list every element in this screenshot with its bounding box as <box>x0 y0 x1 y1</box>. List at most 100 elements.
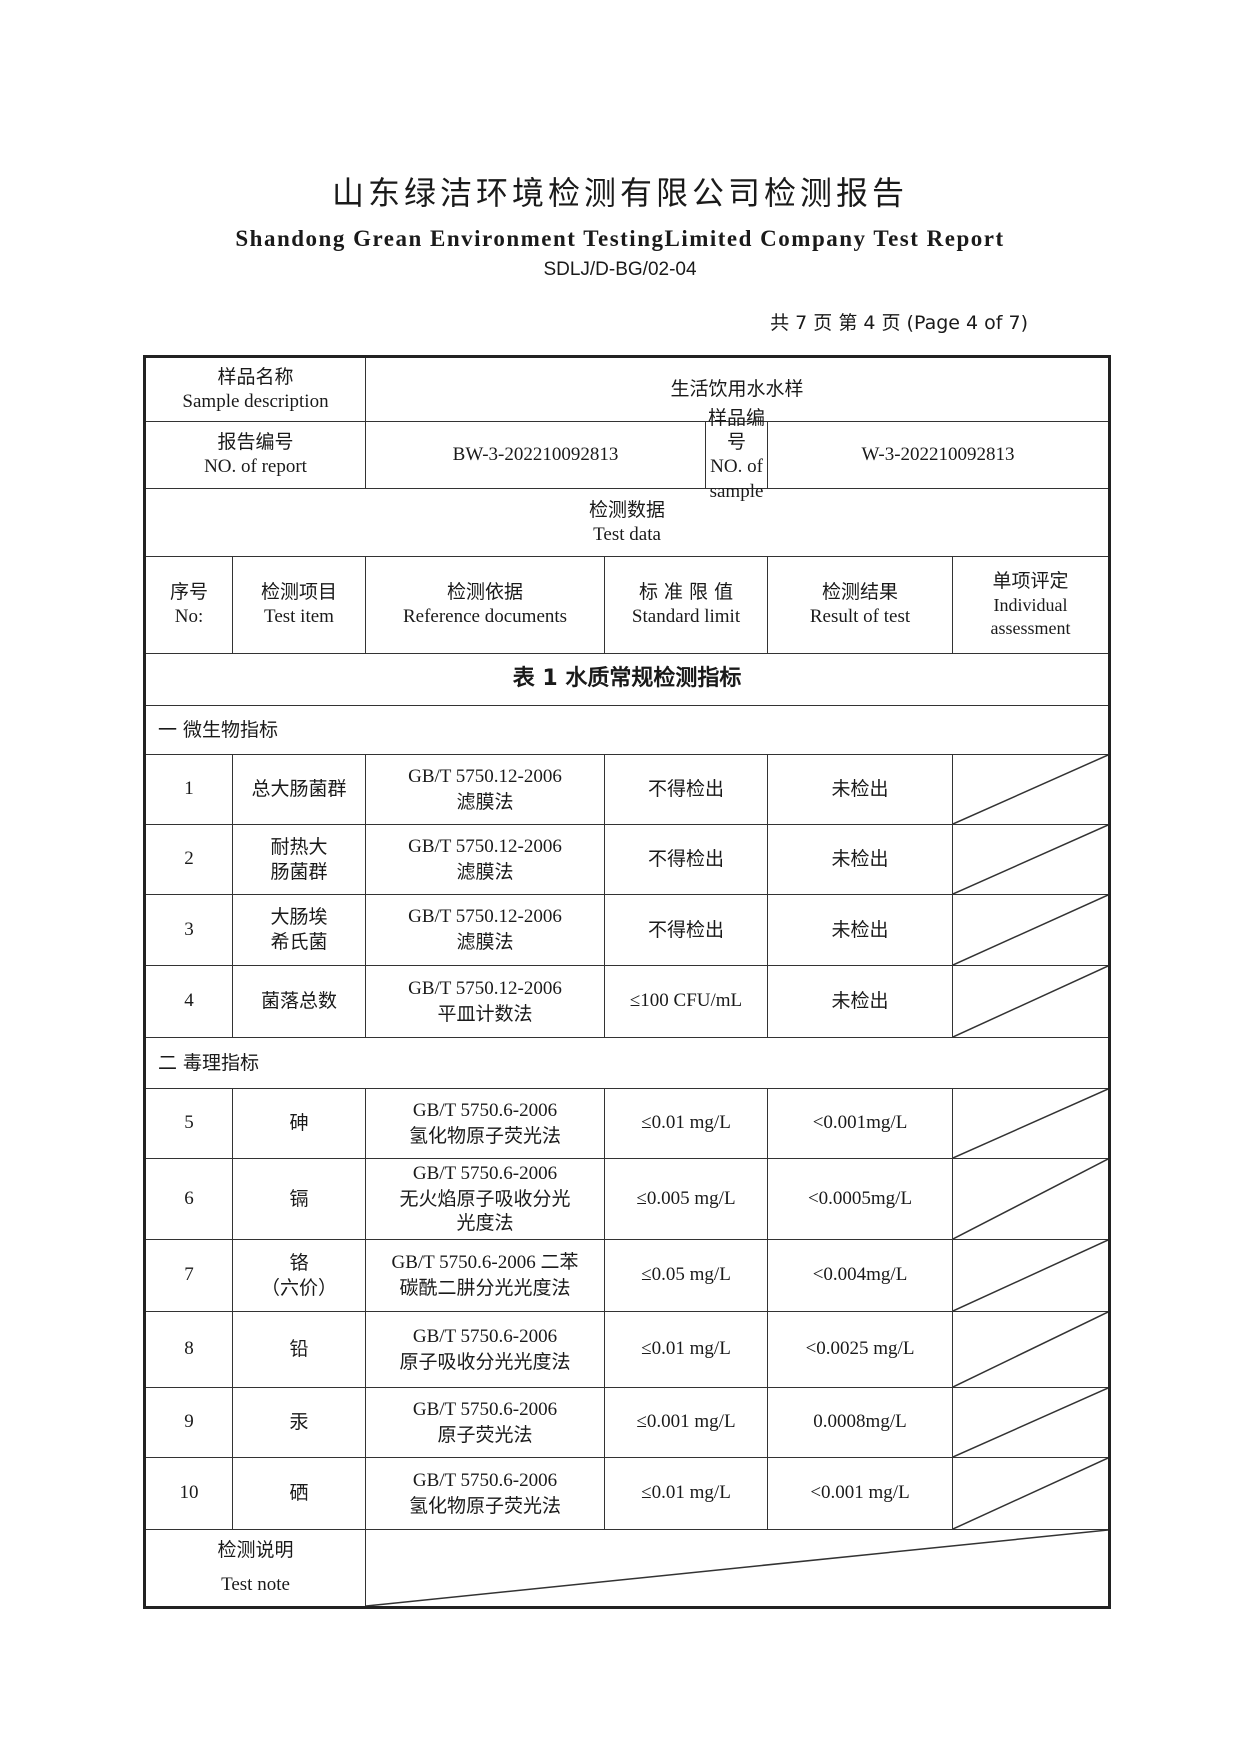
column-header-0: 序号 No: <box>144 556 233 654</box>
column-header-1: 检测项目 Test item <box>231 556 367 654</box>
report-number-row: 报告编号 NO. of report BW-3-202210092813 样品编号… <box>143 407 1111 502</box>
reference-line: 平皿计数法 <box>437 1002 533 1025</box>
reference-line: 氢化物原子荧光法 <box>409 1494 562 1517</box>
test-item: 汞 <box>231 1387 367 1458</box>
table-row: 9 汞 GB/T 5750.6-2006 原子荧光法 ≤0.001 mg/L 0.0008… <box>144 1387 1111 1458</box>
reference-line: GB/T 5750.6-2006 <box>412 1398 558 1420</box>
reference-document: GB/T 5750.6-2006 氢化物原子荧光法 <box>365 1088 606 1159</box>
diagonal-slash <box>366 1530 1108 1606</box>
table-row: 8 铅 GB/T 5750.6-2006 原子吸收分光光度法 ≤0.01 mg/L <0.… <box>144 1311 1111 1388</box>
test-item-line: 肠菌群 <box>270 860 328 883</box>
reference-line: GB/T 5750.6-2006 <box>412 1325 558 1347</box>
label-zh: 报告编号 <box>217 431 294 454</box>
column-header-en: Standard limit <box>631 606 741 627</box>
sample-number-value: W-3-202210092813 <box>767 421 1111 489</box>
column-header-zh: 检测依据 <box>447 581 524 604</box>
individual-assessment <box>952 1239 1111 1312</box>
diagonal-slash <box>953 1240 1108 1311</box>
standard-limit: ≤0.01 mg/L <box>604 1088 769 1159</box>
table-row: 10 硒 GB/T 5750.6-2006 氢化物原子荧光法 ≤0.01 mg/L <0.… <box>144 1457 1111 1530</box>
reference-document: GB/T 5750.12-2006 滤膜法 <box>365 894 606 966</box>
test-item: 总大肠菌群 <box>231 754 367 825</box>
test-note-label: 检测说明 Test note <box>143 1529 367 1608</box>
reference-line: GB/T 5750.12-2006 <box>408 835 562 857</box>
label-en: NO. of report <box>204 456 307 477</box>
test-item: 砷 <box>231 1088 367 1159</box>
standard-limit: 不得检出 <box>604 894 769 966</box>
test-item-line: 铅 <box>289 1338 309 1361</box>
section-row: 二 毒理指标 <box>143 1037 1111 1089</box>
reference-line: GB/T 5750.6-2006 二苯 <box>391 1251 579 1273</box>
test-note-row: 检测说明 Test note <box>143 1529 1111 1608</box>
test-item-line: 希氏菌 <box>270 931 328 953</box>
row-number: 2 <box>144 824 233 895</box>
label-en: Test data <box>593 523 661 545</box>
test-item-line: 大肠埃 <box>270 906 328 929</box>
reference-line: 原子荧光法 <box>437 1423 533 1446</box>
diagonal-slash <box>953 825 1108 894</box>
section-label: 二 毒理指标 <box>143 1037 1111 1089</box>
column-header-zh: 标 准 限 值 <box>638 581 734 604</box>
report-number-value: BW-3-202210092813 <box>366 422 707 488</box>
row-number: 3 <box>144 894 233 966</box>
test-note-value <box>365 1529 1111 1608</box>
row-number: 7 <box>144 1239 233 1312</box>
individual-assessment <box>952 824 1111 895</box>
diagonal-slash <box>953 1159 1108 1239</box>
test-result: <0.001 mg/L <box>767 1457 954 1530</box>
diagonal-slash <box>953 1458 1108 1529</box>
diagonal-slash <box>953 755 1108 824</box>
standard-limit: 不得检出 <box>604 754 769 825</box>
test-item-line: 总大肠菌群 <box>251 778 347 801</box>
individual-assessment <box>952 1158 1111 1240</box>
reference-line: GB/T 5750.12-2006 <box>408 765 562 787</box>
individual-assessment <box>952 1387 1111 1458</box>
column-header-row: 序号 No: 检测项目 Test item 检测依据 Reference document… <box>144 556 1111 654</box>
individual-assessment <box>952 1457 1111 1530</box>
test-item: 大肠埃 希氏菌 <box>231 894 367 966</box>
reference-line: 无火焰原子吸收分光 <box>399 1187 571 1210</box>
table-row: 2 耐热大 肠菌群 GB/T 5750.12-2006 滤膜法 不得检出 未检出 <box>144 824 1111 895</box>
test-item: 铅 <box>231 1311 367 1388</box>
table-row: 1 总大肠菌群 GB/T 5750.12-2006 滤膜法 不得检出 未检出 <box>144 754 1111 825</box>
diagonal-slash <box>953 895 1108 965</box>
test-item-line: 耐热大 <box>270 835 328 858</box>
report-title-en: Shandong Grean Environment TestingLimite… <box>235 226 1005 251</box>
report-sample-cell: BW-3-202210092813 样品编号 NO. of sample <box>365 407 769 502</box>
reference-document: GB/T 5750.12-2006 滤膜法 <box>365 754 606 825</box>
column-header-en: No: <box>174 606 204 627</box>
reference-line: 滤膜法 <box>456 790 514 813</box>
test-item-line: 菌落总数 <box>261 990 338 1013</box>
test-item-line: 铬 <box>289 1251 309 1274</box>
table-row: 3 大肠埃 希氏菌 GB/T 5750.12-2006 滤膜法 不得检出 未检出 <box>144 894 1111 966</box>
column-header-4: 检测结果 Result of test <box>767 556 954 654</box>
reference-line: 氢化物原子荧光法 <box>409 1124 562 1147</box>
reference-document: GB/T 5750.6-2006 原子荧光法 <box>365 1387 606 1458</box>
standard-limit: ≤0.01 mg/L <box>604 1457 769 1530</box>
column-header-en: Result of test <box>809 606 911 627</box>
test-result: 未检出 <box>767 894 954 966</box>
form-code: SDLJ/D-BG/02-04 <box>543 259 697 280</box>
test-item: 铬（六价） <box>231 1239 367 1312</box>
reference-line: GB/T 5750.6-2006 <box>412 1099 558 1121</box>
diagonal-slash <box>953 1388 1108 1457</box>
row-number: 1 <box>144 754 233 825</box>
test-result: <0.0025 mg/L <box>767 1311 954 1388</box>
test-item-line: （六价） <box>261 1276 338 1299</box>
test-note-en: Test note <box>221 1574 290 1595</box>
individual-assessment <box>952 754 1111 825</box>
test-item: 硒 <box>231 1457 367 1530</box>
test-result: 未检出 <box>767 754 954 825</box>
test-data-row: 检测数据 Test data <box>143 488 1111 557</box>
label-zh: 检测数据 <box>589 498 666 521</box>
test-result: 未检出 <box>767 965 954 1038</box>
row-number: 10 <box>144 1457 233 1530</box>
reference-line: GB/T 5750.12-2006 <box>408 977 562 999</box>
table-row: 7 铬（六价） GB/T 5750.6-2006 二苯 碳酰二肼分光光度法 ≤0.05 … <box>144 1239 1111 1312</box>
test-item-line: 砷 <box>289 1112 309 1135</box>
column-header-zh: 单项评定 <box>992 570 1069 593</box>
reference-line: GB/T 5750.6-2006 <box>412 1469 558 1491</box>
diagonal-slash <box>953 1312 1108 1387</box>
column-header-zh: 检测项目 <box>261 581 338 604</box>
reference-document: GB/T 5750.6-2006 无火焰原子吸收分光 光度法 <box>365 1158 606 1240</box>
